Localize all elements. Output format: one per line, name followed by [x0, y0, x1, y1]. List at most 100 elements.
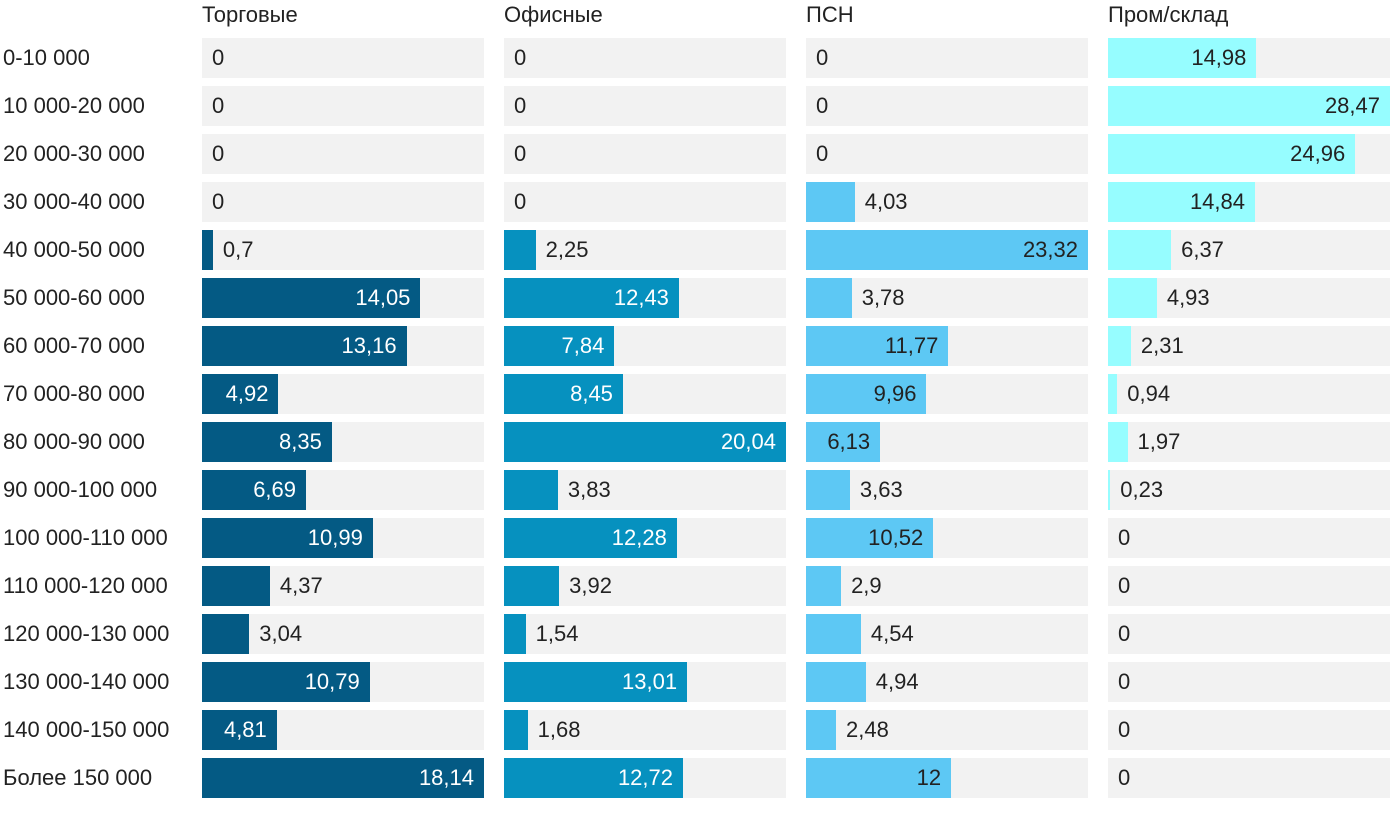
bar — [504, 710, 528, 750]
data-label: 4,94 — [875, 669, 919, 694]
data-label: 0 — [514, 189, 527, 214]
data-label: 12,43 — [613, 285, 669, 310]
category-label: 110 000-120 000 — [3, 573, 168, 598]
bar — [1108, 86, 1390, 126]
data-label: 12,72 — [617, 765, 673, 790]
category-label: 60 000-70 000 — [3, 333, 145, 358]
category-label: Более 150 000 — [3, 765, 153, 790]
bar — [202, 326, 407, 366]
bar-track: 11,77 — [806, 326, 1088, 366]
bar-track: 7,84 — [504, 326, 786, 366]
data-label: 14,05 — [355, 285, 411, 310]
bar-track: 10,79 — [202, 662, 484, 702]
bar — [1108, 278, 1157, 318]
category-label: 90 000-100 000 — [3, 477, 158, 502]
bar-track: 12,28 — [504, 518, 786, 558]
bar — [1108, 374, 1118, 414]
bar-track: 8,45 — [504, 374, 786, 414]
column-header: Торговые — [202, 2, 298, 27]
data-label: 20,04 — [720, 429, 776, 454]
bar — [806, 422, 881, 462]
data-label: 0,94 — [1127, 381, 1171, 406]
bar — [806, 758, 952, 798]
data-label: 0,23 — [1120, 477, 1164, 502]
data-label: 0 — [1118, 525, 1131, 550]
bar-track: 0 — [806, 134, 1088, 174]
bar-track: 0 — [1108, 662, 1390, 702]
bar — [504, 278, 679, 318]
bar-track: 0 — [1108, 758, 1390, 798]
bar-track: 4,81 — [202, 710, 484, 750]
bar-track: 0 — [1108, 518, 1390, 558]
bar — [202, 758, 484, 798]
bar-track: 4,37 — [202, 566, 484, 606]
bar-track: 0 — [504, 38, 786, 78]
category-label: 0-10 000 — [3, 45, 90, 70]
data-label: 0 — [514, 141, 527, 166]
bar — [806, 278, 852, 318]
bar-track: 0,94 — [1108, 374, 1390, 414]
bar — [504, 326, 615, 366]
bar-track: 0 — [202, 86, 484, 126]
bar-track: 9,96 — [806, 374, 1088, 414]
bar — [202, 566, 270, 606]
bar-track: 1,54 — [504, 614, 786, 654]
bar — [202, 230, 213, 270]
data-label: 7,84 — [561, 333, 605, 358]
column-header: Офисные — [504, 2, 603, 27]
bar-track: 3,92 — [504, 566, 786, 606]
bar-track: 0 — [202, 134, 484, 174]
category-label: 10 000-20 000 — [3, 93, 145, 118]
bar — [504, 614, 526, 654]
bar-track: 0 — [202, 38, 484, 78]
data-label: 0 — [1118, 621, 1131, 646]
bar-track: 14,98 — [1108, 38, 1390, 78]
bar-track: 1,68 — [504, 710, 786, 750]
bar-track: 24,96 — [1108, 134, 1390, 174]
category-label: 70 000-80 000 — [3, 381, 145, 406]
bar-track: 0 — [806, 86, 1088, 126]
bar-track: 2,9 — [806, 566, 1088, 606]
bar-track: 4,03 — [806, 182, 1088, 222]
data-label: 0 — [1118, 573, 1131, 598]
bar — [1108, 38, 1257, 78]
data-label: 0 — [816, 141, 829, 166]
bar — [806, 518, 934, 558]
category-label: 130 000-140 000 — [3, 669, 170, 694]
data-label: 3,83 — [567, 477, 611, 502]
data-label: 3,92 — [569, 573, 612, 598]
data-label: 13,16 — [341, 333, 397, 358]
bar — [1108, 182, 1255, 222]
data-label: 0,7 — [222, 237, 254, 262]
data-label: 28,47 — [1324, 93, 1380, 118]
bar — [806, 326, 949, 366]
bar-track: 8,35 — [202, 422, 484, 462]
bar — [202, 662, 370, 702]
data-label: 4,37 — [279, 573, 323, 598]
data-label: 14,84 — [1189, 189, 1245, 214]
data-label: 4,54 — [870, 621, 914, 646]
bar-track: 1,97 — [1108, 422, 1390, 462]
bar-track: 23,32 — [806, 230, 1088, 270]
bar — [806, 230, 1088, 270]
bar-track: 2,31 — [1108, 326, 1390, 366]
data-label: 4,92 — [225, 381, 269, 406]
bar-track: 20,04 — [504, 422, 786, 462]
bar-track: 13,01 — [504, 662, 786, 702]
data-label: 10,99 — [307, 525, 363, 550]
data-label: 1,68 — [537, 717, 581, 742]
bar-track: 3,78 — [806, 278, 1088, 318]
bar — [1108, 470, 1111, 510]
bar-track: 0 — [1108, 710, 1390, 750]
bar-track: 14,05 — [202, 278, 484, 318]
bar — [1108, 422, 1128, 462]
data-label: 0 — [212, 93, 225, 118]
bar-track: 0 — [806, 38, 1088, 78]
data-label: 4,81 — [223, 717, 267, 742]
data-label: 18,14 — [418, 765, 474, 790]
bar-track: 0 — [1108, 566, 1390, 606]
bar-track: 0 — [202, 182, 484, 222]
bar — [806, 566, 842, 606]
column-header: ПСН — [806, 2, 854, 27]
data-label: 0 — [212, 189, 225, 214]
